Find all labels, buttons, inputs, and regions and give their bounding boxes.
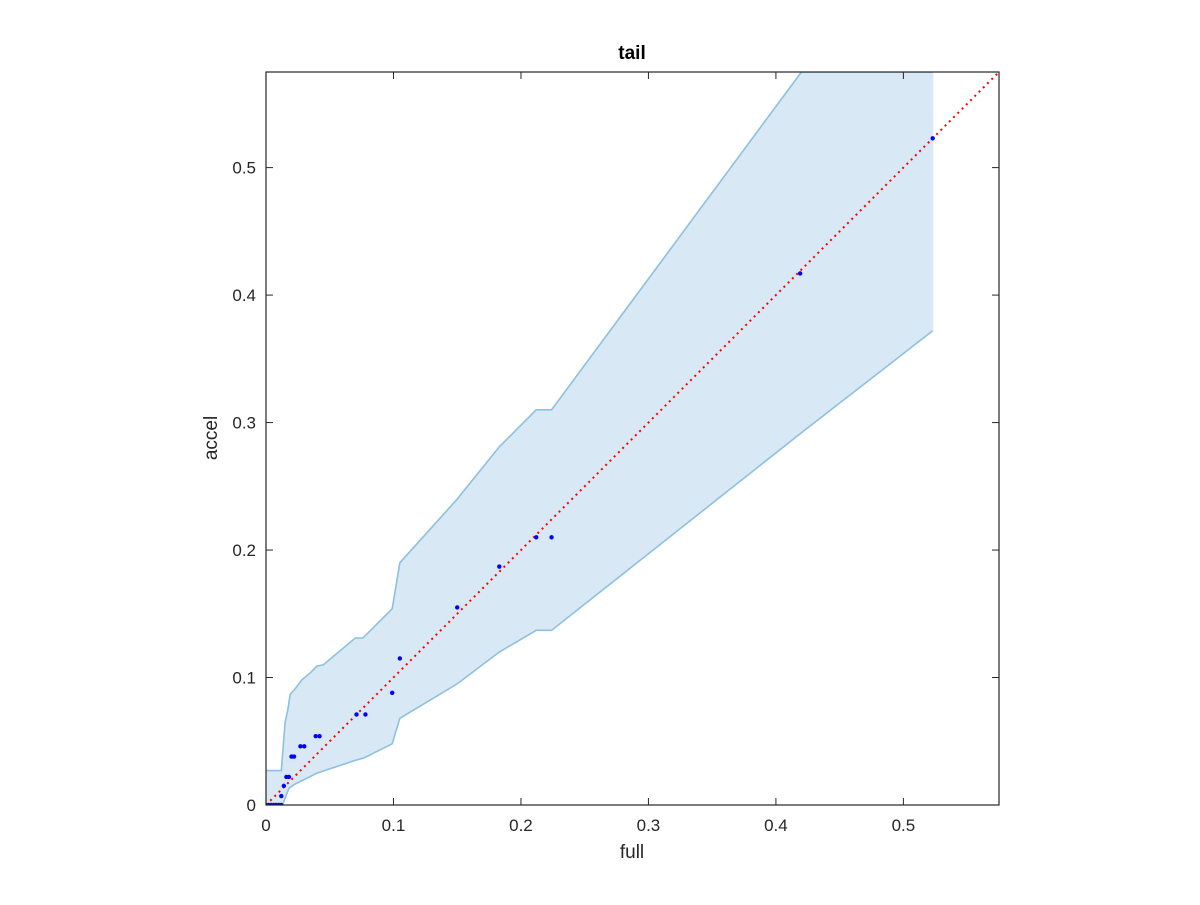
x-tick-label: 0.3	[637, 816, 661, 835]
y-tick-label: 0.1	[232, 669, 256, 688]
data-point	[797, 271, 803, 276]
data-point	[397, 656, 403, 661]
plot-area	[266, 72, 999, 805]
x-tick-label: 0.2	[509, 816, 533, 835]
chart-title: tail	[618, 43, 645, 64]
data-point	[930, 136, 935, 141]
data-point	[317, 733, 322, 739]
confidence-band-fill	[266, 72, 933, 805]
x-tick-label: 0	[261, 816, 270, 835]
y-tick-label: 0.5	[232, 159, 256, 178]
y-tick-label: 0.3	[232, 414, 256, 433]
data-point	[534, 535, 539, 540]
y-tick-label: 0	[247, 796, 256, 815]
axes-box	[265, 71, 1000, 806]
x-tick-label: 0.5	[892, 816, 916, 835]
data-point	[291, 754, 297, 759]
y-axis-label: accel	[201, 416, 222, 460]
y-tick-label: 0.4	[232, 286, 256, 305]
data-point	[313, 733, 318, 739]
data-point	[302, 744, 307, 749]
axes: 0 0.1 0.2 0.3 0.4 0.5 0 0.1 0.2 0.3 0.4 0.5	[232, 71, 1000, 835]
data-point	[281, 783, 287, 789]
x-tick-label: 0.1	[382, 816, 406, 835]
data-point	[390, 690, 395, 696]
band-upper-edge	[266, 72, 933, 772]
data-point	[286, 774, 292, 780]
y-tick-label: 0.2	[232, 541, 256, 560]
data-point	[363, 712, 368, 717]
data-point	[455, 605, 460, 610]
data-point	[298, 744, 303, 749]
data-point	[549, 535, 554, 540]
x-tick-label: 0.4	[764, 816, 788, 835]
plot-content	[266, 72, 999, 805]
x-axis-label: full	[620, 842, 644, 863]
data-point	[497, 564, 502, 569]
data-point	[354, 712, 359, 717]
data-point	[279, 793, 284, 799]
band-lower-edge	[266, 330, 934, 805]
